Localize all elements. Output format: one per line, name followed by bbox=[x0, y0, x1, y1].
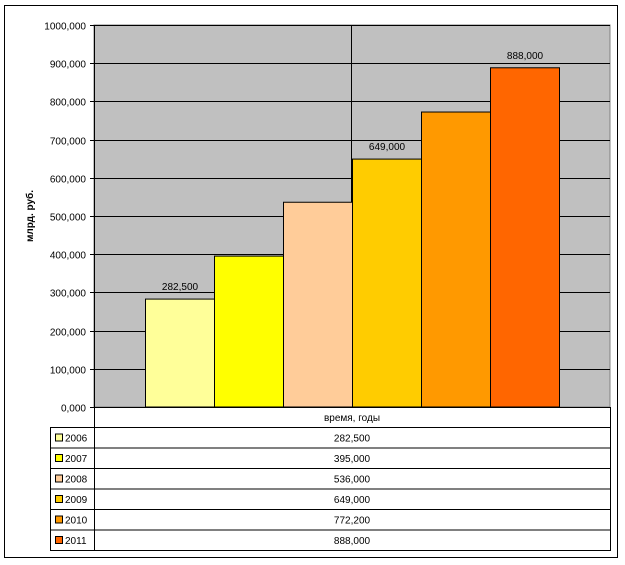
table-value-2011: 888,000 bbox=[334, 536, 371, 547]
legend-label-2006: 2006 bbox=[65, 434, 88, 445]
legend-label-2009: 2009 bbox=[65, 495, 88, 506]
table-value-2006: 282,500 bbox=[334, 434, 371, 445]
y-tick-label: 900,000 bbox=[50, 60, 87, 71]
y-tick-label: 0,000 bbox=[61, 404, 86, 415]
legend-label-2010: 2010 bbox=[65, 516, 88, 527]
bar-2007 bbox=[214, 255, 284, 408]
y-tick-label: 500,000 bbox=[50, 213, 87, 224]
legend-key-2009 bbox=[55, 495, 63, 503]
bar-2009 bbox=[352, 158, 422, 408]
legend-key-2011 bbox=[55, 536, 63, 544]
legend-key-2006 bbox=[55, 433, 63, 442]
legend-key-2008 bbox=[55, 474, 63, 483]
table-value-2010: 772,200 bbox=[334, 516, 371, 527]
data-label-2011: 888,000 bbox=[507, 51, 544, 62]
y-tick-label: 100,000 bbox=[50, 366, 87, 377]
y-tick-label: 600,000 bbox=[50, 175, 87, 186]
data-label-2009: 649,000 bbox=[369, 142, 406, 153]
y-tick-label: 400,000 bbox=[50, 251, 87, 262]
x-axis-label: время, годы bbox=[324, 413, 380, 424]
legend-key-2010 bbox=[55, 515, 63, 524]
y-axis-label: млрд. руб. bbox=[24, 190, 36, 242]
bar-2011 bbox=[490, 67, 560, 408]
table-value-2009: 649,000 bbox=[334, 495, 371, 506]
table-value-2007: 395,000 bbox=[334, 454, 371, 465]
legend-label-2007: 2007 bbox=[65, 454, 88, 465]
legend-label-2011: 2011 bbox=[65, 536, 87, 547]
y-tick-label: 700,000 bbox=[50, 137, 87, 148]
bar-2006 bbox=[145, 298, 215, 408]
y-tick-label: 1000,000 bbox=[44, 22, 86, 33]
y-tick-label: 200,000 bbox=[50, 328, 87, 339]
data-label-2006: 282,500 bbox=[162, 282, 199, 293]
legend-key-2007 bbox=[55, 454, 63, 462]
y-tick-label: 800,000 bbox=[50, 98, 87, 109]
table-value-2008: 536,000 bbox=[334, 475, 371, 486]
bar-2008 bbox=[283, 201, 353, 408]
legend-label-2008: 2008 bbox=[65, 475, 88, 486]
bar-2010 bbox=[421, 111, 491, 408]
y-tick-label: 300,000 bbox=[50, 289, 87, 300]
